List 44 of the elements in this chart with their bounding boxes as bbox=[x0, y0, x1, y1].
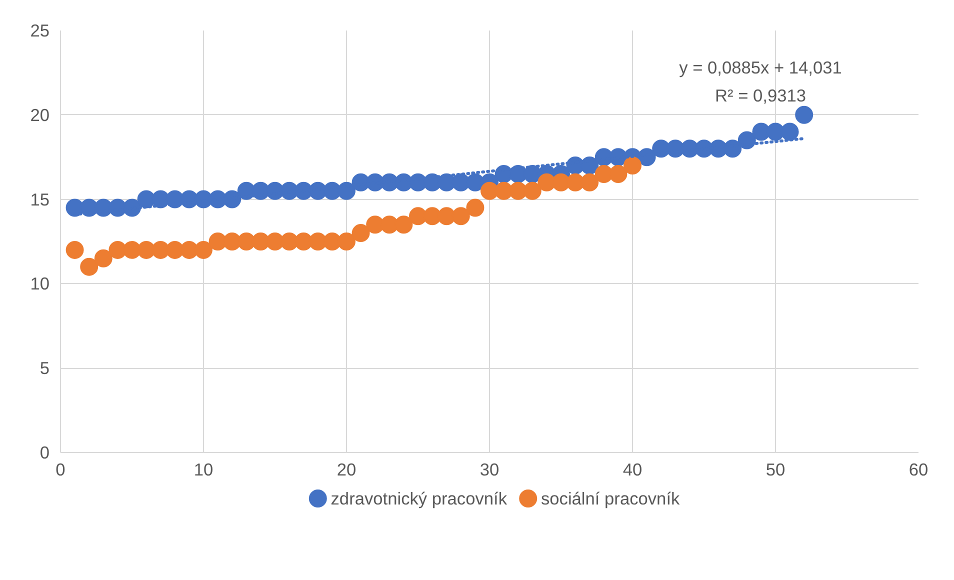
point bbox=[152, 240, 170, 259]
point bbox=[452, 207, 470, 226]
point bbox=[366, 216, 384, 234]
x-tick-label: 20 bbox=[336, 460, 356, 480]
point bbox=[80, 258, 98, 276]
point bbox=[394, 216, 413, 234]
point bbox=[480, 182, 498, 200]
point bbox=[552, 173, 570, 192]
legend-label: sociální pracovník bbox=[540, 488, 680, 508]
point bbox=[66, 240, 84, 259]
point bbox=[624, 156, 642, 175]
y-tick-label: 0 bbox=[40, 442, 50, 462]
point bbox=[123, 240, 141, 259]
point bbox=[609, 164, 628, 183]
legend-label: zdravotnický pracovník bbox=[330, 488, 508, 508]
x-tick-label: 30 bbox=[480, 460, 500, 480]
point bbox=[580, 173, 599, 192]
x-tick-label: 10 bbox=[194, 460, 214, 480]
y-tick-label: 15 bbox=[30, 189, 50, 210]
point bbox=[338, 232, 356, 250]
y-tick-label: 5 bbox=[40, 358, 50, 378]
point bbox=[94, 249, 112, 268]
x-tick-label: 0 bbox=[56, 460, 66, 480]
point bbox=[352, 224, 370, 242]
point bbox=[438, 207, 456, 226]
point bbox=[223, 232, 242, 250]
point bbox=[780, 122, 799, 141]
point bbox=[523, 182, 542, 200]
annotation: R² = 0,9313 bbox=[714, 86, 806, 106]
annotation: y = 0,0885x + 14,031 bbox=[679, 58, 842, 78]
x-tick-label: 40 bbox=[622, 460, 642, 480]
point bbox=[308, 232, 327, 250]
y-tick-label: 25 bbox=[30, 20, 50, 40]
point bbox=[594, 164, 613, 183]
x-tick-label: 60 bbox=[908, 460, 928, 480]
point bbox=[466, 198, 484, 217]
point bbox=[795, 106, 814, 124]
point bbox=[266, 232, 284, 250]
point bbox=[194, 240, 212, 259]
y-tick-label: 10 bbox=[30, 274, 50, 294]
point bbox=[294, 232, 313, 250]
y-tick-label: 20 bbox=[30, 104, 50, 125]
x-tick-label: 50 bbox=[766, 460, 786, 480]
point bbox=[237, 232, 256, 250]
